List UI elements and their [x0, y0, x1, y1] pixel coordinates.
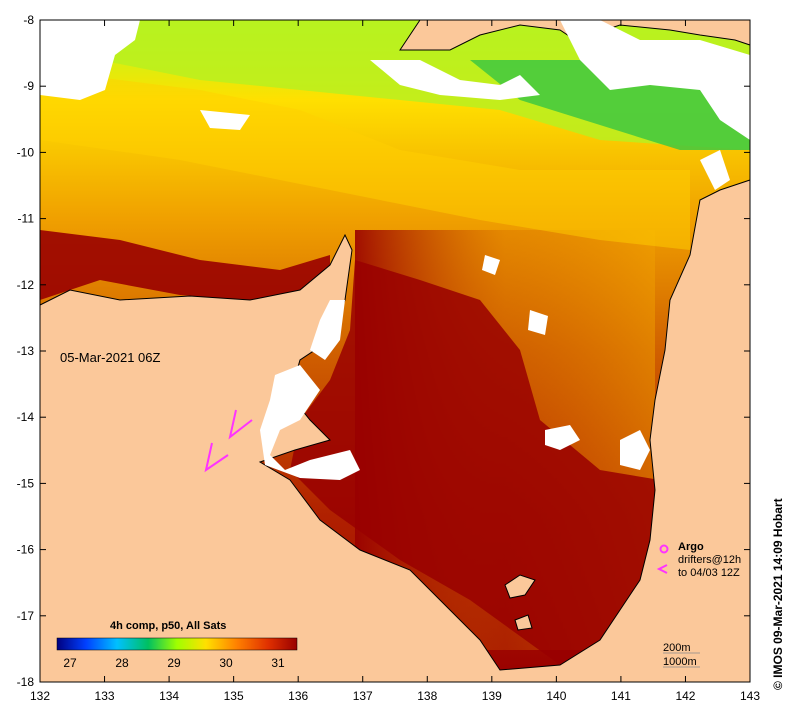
lat-tick-label: -13 — [17, 344, 35, 358]
colorbar-tick-label: 31 — [271, 656, 285, 670]
lon-tick-label: 138 — [417, 689, 437, 703]
lon-tick-label: 133 — [95, 689, 115, 703]
lat-tick-label: -10 — [17, 145, 35, 159]
drifter-marker-icon — [656, 564, 668, 574]
colorbar-tick-label: 29 — [167, 656, 181, 670]
colorbar: 27 28 29 30 31 — [56, 637, 298, 670]
colorbar-ticks: 27 28 29 30 31 — [63, 656, 285, 670]
lon-tick-label: 143 — [740, 689, 760, 703]
drifter-track-2 — [204, 442, 229, 473]
longitude-ticks: 132 133 134 135 136 137 138 139 140 141 142 143 — [30, 20, 760, 703]
lat-tick-label: -12 — [17, 278, 35, 292]
lon-tick-label: 139 — [482, 689, 502, 703]
depth-legend-1000m: 1000m — [663, 656, 697, 668]
groote-island — [504, 574, 536, 599]
sst-field — [40, 20, 750, 682]
lon-tick-label: 140 — [546, 689, 566, 703]
wellesley-island — [514, 614, 533, 631]
lat-tick-label: -11 — [18, 212, 35, 226]
depth-legend-lines — [663, 652, 700, 668]
lat-tick-label: -16 — [17, 543, 35, 557]
latitude-ticks: -8 -9 -10 -11 -12 -13 -14 -15 -16 -17 -18 — [17, 13, 750, 689]
drifter-track-1 — [228, 409, 253, 440]
platform-legend: Argo drifters@12h to 04/03 12Z — [660, 541, 741, 580]
lon-tick-label: 134 — [159, 689, 179, 703]
lat-tick-label: -9 — [23, 79, 34, 93]
depth-legend: 200m 1000m — [663, 641, 697, 669]
lon-tick-label: 135 — [224, 689, 244, 703]
colorbar-title: 4h comp, p50, All Sats — [110, 620, 227, 632]
lat-tick-label: -15 — [17, 476, 35, 490]
copyright-label: © IMOS 09-Mar-2021 14:09 Hobart — [771, 498, 785, 690]
legend-drifters-line2: to 04/03 12Z — [678, 567, 740, 579]
depth-legend-200m: 200m — [663, 642, 691, 654]
lat-tick-label: -18 — [17, 675, 35, 689]
lat-tick-label: -17 — [17, 609, 35, 623]
colorbar-tick-label: 27 — [63, 656, 77, 670]
lon-tick-label: 142 — [675, 689, 695, 703]
arnhem-land — [39, 179, 751, 683]
drifter-tracks — [204, 409, 253, 473]
lon-tick-label: 137 — [353, 689, 373, 703]
date-label: 05-Mar-2021 06Z — [60, 350, 161, 365]
cloud-mask — [40, 20, 750, 480]
lon-tick-label: 132 — [30, 689, 50, 703]
argo-marker-icon — [659, 544, 669, 554]
colorbar-tick-label: 28 — [115, 656, 129, 670]
legend-drifters-line1: drifters@12h — [678, 554, 742, 566]
lon-tick-label: 141 — [611, 689, 631, 703]
lon-tick-label: 136 — [288, 689, 308, 703]
colorbar-tick-label: 30 — [219, 656, 233, 670]
lat-tick-label: -8 — [23, 13, 34, 27]
legend-argo-label: Argo — [678, 541, 704, 553]
lat-tick-label: -14 — [17, 410, 35, 424]
